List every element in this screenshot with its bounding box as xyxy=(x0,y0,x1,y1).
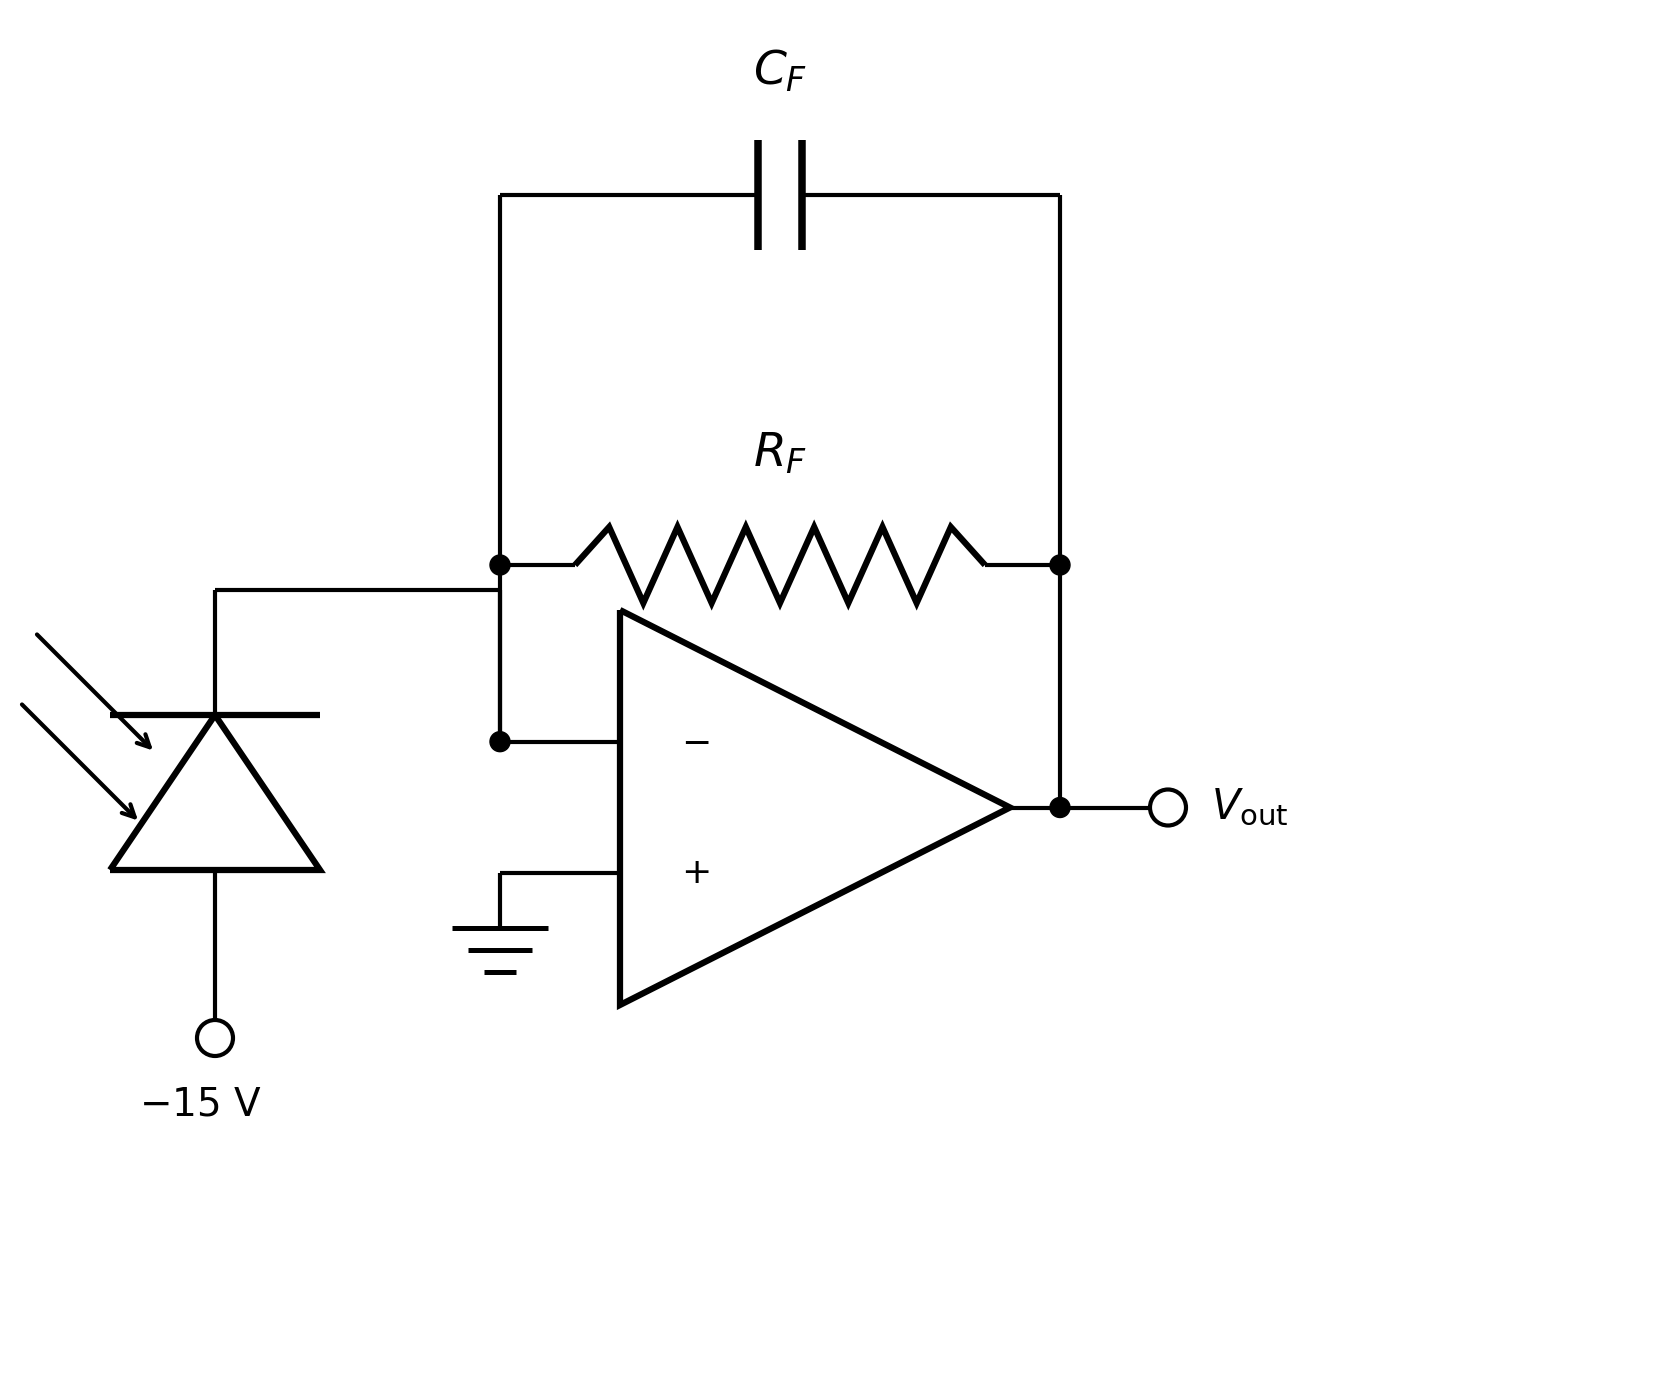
Circle shape xyxy=(490,554,510,575)
Circle shape xyxy=(1049,554,1070,575)
Text: $-$: $-$ xyxy=(680,725,709,758)
Circle shape xyxy=(1049,797,1070,818)
Text: $-15\ \mathrm{V}$: $-15\ \mathrm{V}$ xyxy=(139,1087,262,1123)
Text: $+$: $+$ xyxy=(680,856,709,891)
Text: $C_F$: $C_F$ xyxy=(752,48,808,95)
Circle shape xyxy=(490,732,510,752)
Text: $V_{\mathrm{out}}$: $V_{\mathrm{out}}$ xyxy=(1211,786,1288,829)
Text: $R_F$: $R_F$ xyxy=(752,432,808,477)
